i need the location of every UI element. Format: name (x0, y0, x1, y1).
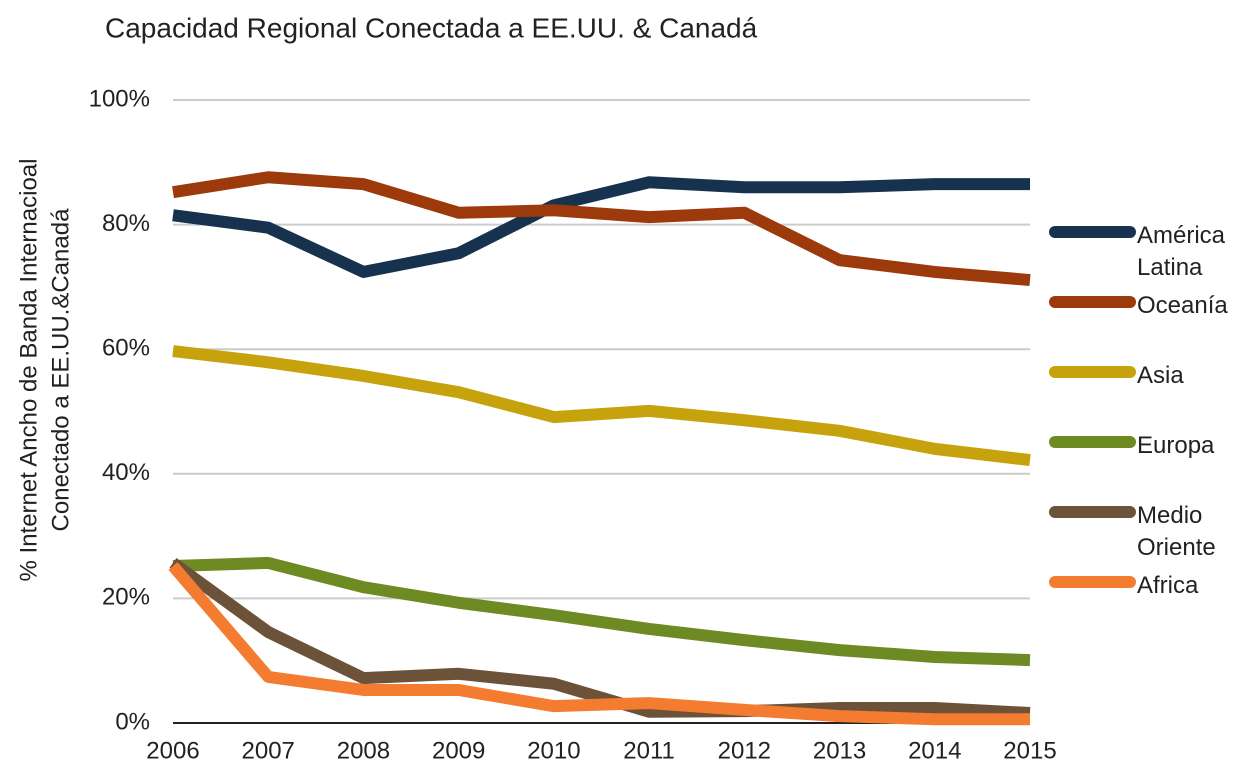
x-tick-label: 2006 (146, 737, 199, 764)
series-line (168, 562, 1030, 726)
x-tick-label: 2013 (813, 737, 866, 764)
legend-label: Oceanía (1137, 292, 1228, 319)
y-axis-label: % Internet Ancho de Banda Internacioal (15, 159, 42, 582)
y-tick-label: 60% (102, 335, 150, 362)
x-tick-label: 2010 (527, 737, 580, 764)
series-line (172, 176, 1030, 278)
x-tick-label: 2015 (1003, 737, 1056, 764)
x-tick-label: 2007 (242, 737, 295, 764)
series-line (172, 345, 1031, 467)
y-tick-label: 20% (102, 584, 150, 611)
legend-label: Europa (1137, 432, 1215, 459)
y-tick-label: 80% (102, 210, 150, 237)
x-tick-label: 2008 (337, 737, 390, 764)
x-tick-label: 2011 (623, 737, 675, 764)
y-tick-label: 40% (102, 459, 150, 486)
x-tick-label: 2012 (718, 737, 771, 764)
legend-label: América Latina (1137, 222, 1226, 281)
legend-label: Medio Oriente (1137, 502, 1216, 561)
series-line (172, 171, 1031, 287)
legend-label: Asia (1137, 362, 1184, 389)
y-tick-label: 0% (115, 708, 150, 735)
series-line (169, 558, 1031, 720)
x-tick-label: 2009 (432, 737, 485, 764)
series-line (172, 556, 1031, 667)
legend-label: Africa (1137, 572, 1199, 599)
y-tick-label: 100% (89, 85, 150, 112)
y-axis-label: Conectado a EE.UU.&Canadá (47, 208, 74, 532)
x-tick-label: 2014 (908, 737, 961, 764)
chart-title: Capacidad Regional Conectada a EE.UU. & … (105, 12, 758, 43)
